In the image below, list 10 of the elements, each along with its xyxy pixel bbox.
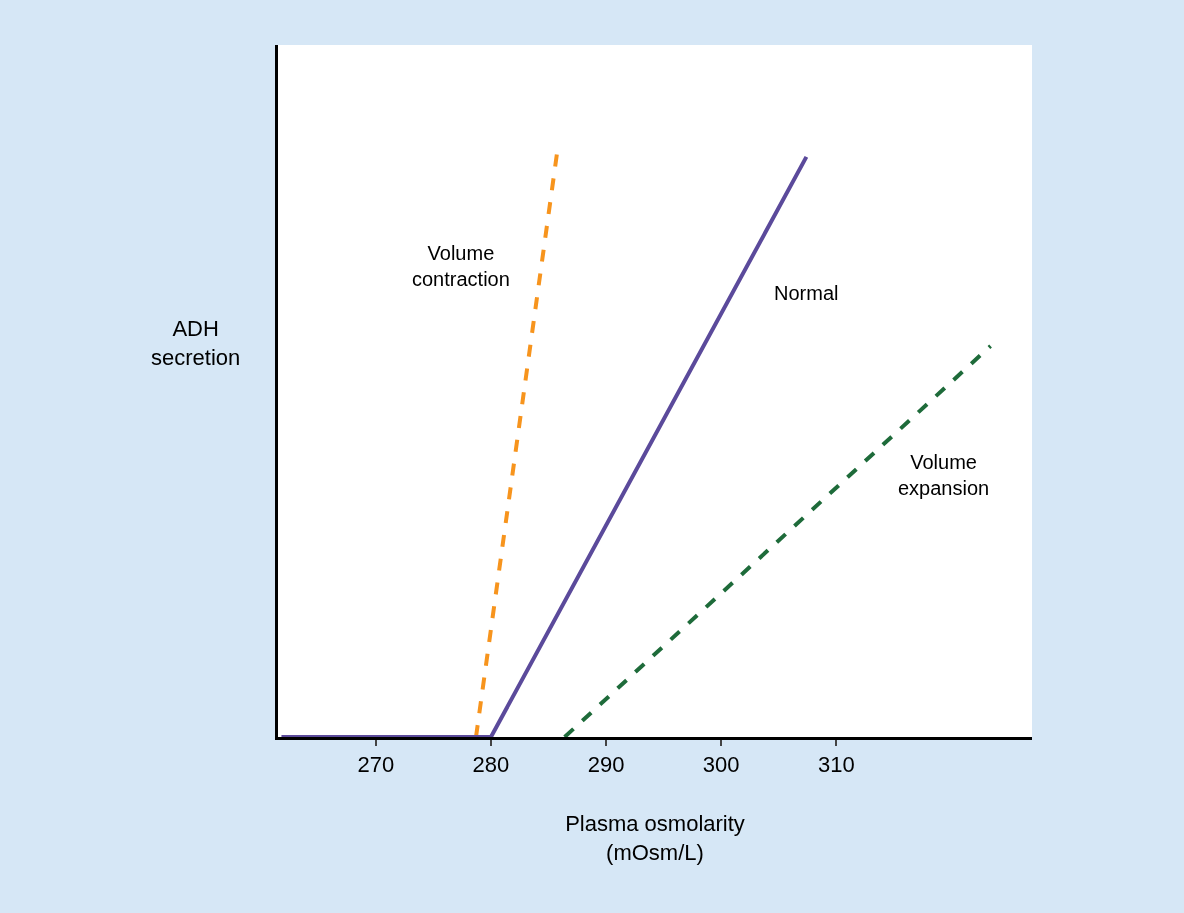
x-tick-label: 300 [702, 752, 740, 778]
series-label: Normal [774, 282, 839, 304]
series-label: Volume contraction [412, 242, 510, 290]
x-tick-label: 280 [472, 752, 510, 778]
y-axis-title: ADH secretion [151, 316, 241, 370]
x-tick-label: 290 [587, 752, 625, 778]
x-tick-label: 310 [817, 752, 855, 778]
x-tick-label: 270 [357, 752, 395, 778]
series-label: Volume expansion [898, 451, 990, 499]
x-axis-title: Plasma osmolarity (mOsm/L) [565, 811, 745, 865]
